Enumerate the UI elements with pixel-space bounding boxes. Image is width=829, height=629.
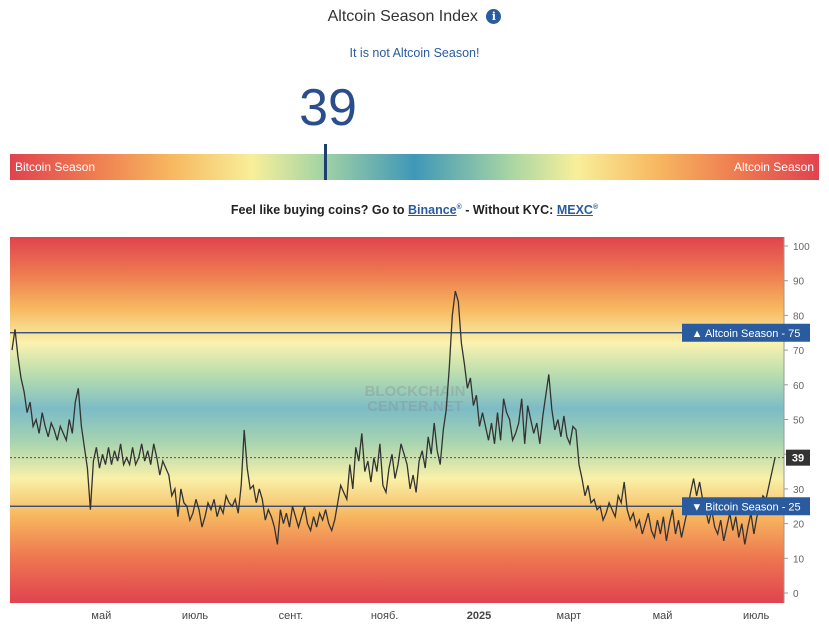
y-tick-label: 30: [793, 485, 805, 496]
y-tick-label: 0: [793, 589, 799, 600]
threshold-tag-label: ▲ Altcoin Season - 75: [692, 328, 801, 340]
page-title: Altcoin Season Index i: [0, 8, 829, 26]
index-value: 39: [299, 79, 357, 137]
mexc-link[interactable]: MEXC: [556, 203, 593, 217]
y-tick-label: 80: [793, 311, 805, 322]
altcoin-index-chart: 0102030405060708090100 майиюльсент.нояб.…: [10, 237, 810, 622]
gauge-label-altcoin: Altcoin Season: [733, 160, 814, 174]
promo-line: Feel like buying coins? Go to Binance® -…: [0, 203, 829, 217]
current-tag-box: [786, 449, 810, 466]
current-tag-label: 39: [792, 453, 804, 465]
x-tick-label: май: [653, 610, 673, 622]
y-tick-label: 60: [793, 381, 805, 392]
current-value-tag: 39: [786, 449, 810, 466]
binance-link[interactable]: Binance: [407, 203, 457, 217]
x-tick-label: нояб.: [371, 610, 399, 622]
season-status: It is not Altcoin Season!: [349, 46, 480, 60]
threshold-tag-box: [682, 323, 810, 342]
chart-background: [10, 237, 784, 603]
promo-prefix: Feel like buying coins? Go to: [230, 203, 408, 217]
y-tick-label: 70: [793, 346, 805, 357]
gauge-pointer: [324, 144, 327, 180]
gauge-label-bitcoin: Bitcoin Season: [15, 160, 96, 174]
binance-mark: ®: [456, 203, 462, 211]
x-tick-label: июль: [743, 610, 770, 622]
x-tick-label: март: [557, 610, 582, 622]
title-text: Altcoin Season Index: [327, 8, 478, 25]
watermark-line-1: BLOCKCHAIN: [365, 383, 466, 400]
mexc-mark: ®: [592, 203, 599, 211]
x-tick-label: июль: [182, 610, 209, 622]
promo-middle: - Without KYC:: [461, 203, 557, 217]
threshold-tag-label: ▼ Bitcoin Season - 25: [691, 501, 800, 513]
season-gauge: Bitcoin Season Altcoin Season: [10, 144, 819, 180]
y-tick-label: 10: [793, 554, 805, 565]
y-tick-label: 100: [793, 242, 810, 253]
x-tick-label: сент.: [279, 610, 304, 622]
y-tick-label: 50: [793, 416, 805, 427]
watermark-line-2: CENTER.NET: [367, 398, 463, 415]
y-tick-label: 90: [793, 277, 805, 288]
info-icon[interactable]: i: [486, 9, 502, 24]
x-tick-label: 2025: [467, 610, 491, 622]
threshold-tag-box: [682, 497, 810, 516]
x-tick-label: май: [91, 610, 111, 622]
index-series-line: [11, 290, 776, 545]
y-tick-label: 20: [793, 520, 805, 531]
